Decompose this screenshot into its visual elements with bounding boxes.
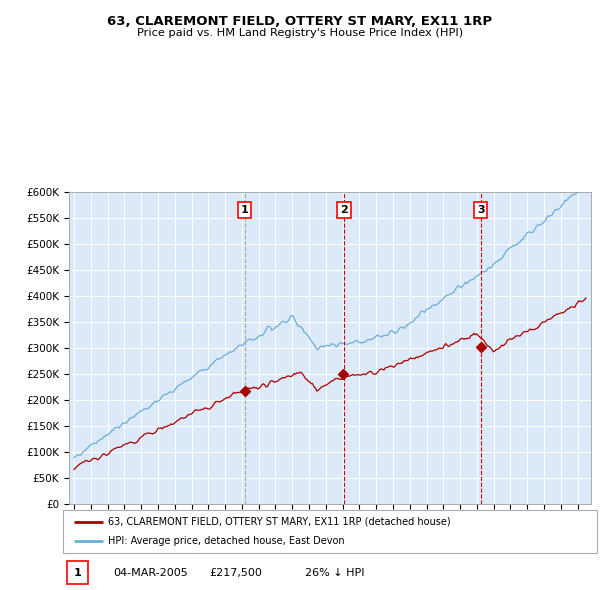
FancyBboxPatch shape — [63, 510, 597, 553]
Text: HPI: Average price, detached house, East Devon: HPI: Average price, detached house, East… — [109, 536, 345, 546]
FancyBboxPatch shape — [67, 561, 88, 585]
Text: Price paid vs. HM Land Registry's House Price Index (HPI): Price paid vs. HM Land Registry's House … — [137, 28, 463, 38]
Text: 1: 1 — [74, 568, 81, 578]
Text: 04-MAR-2005: 04-MAR-2005 — [113, 568, 188, 578]
Text: 1: 1 — [241, 205, 248, 215]
Text: 63, CLAREMONT FIELD, OTTERY ST MARY, EX11 1RP: 63, CLAREMONT FIELD, OTTERY ST MARY, EX1… — [107, 15, 493, 28]
Text: £217,500: £217,500 — [209, 568, 262, 578]
Text: 2: 2 — [340, 205, 348, 215]
Text: 3: 3 — [477, 205, 485, 215]
Text: 26% ↓ HPI: 26% ↓ HPI — [305, 568, 364, 578]
Text: 63, CLAREMONT FIELD, OTTERY ST MARY, EX11 1RP (detached house): 63, CLAREMONT FIELD, OTTERY ST MARY, EX1… — [109, 517, 451, 527]
